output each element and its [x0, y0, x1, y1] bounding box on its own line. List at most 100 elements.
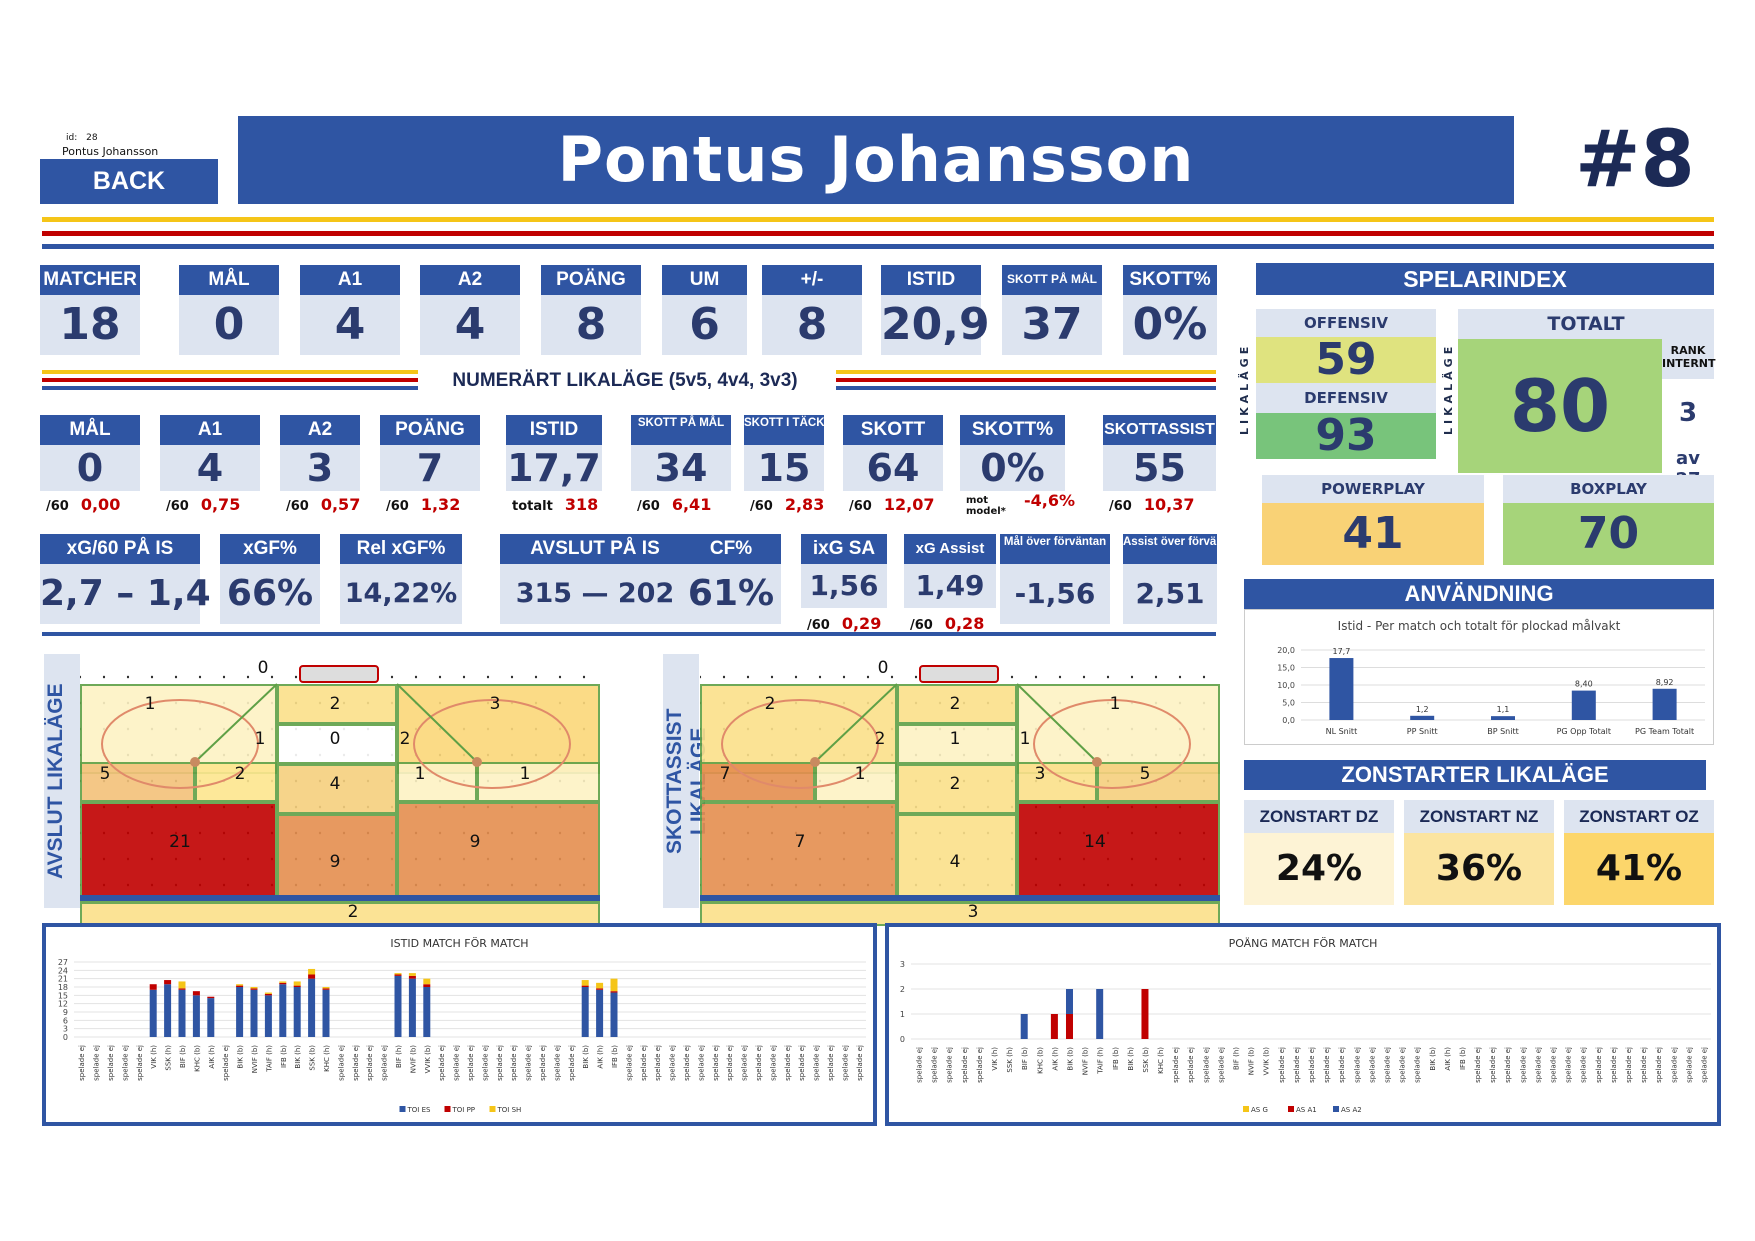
points-chart-category: AIK (h): [1444, 1047, 1452, 1071]
rink-value-z1: 2: [764, 694, 776, 714]
rink-value-z8: 2: [234, 764, 246, 784]
points-chart-category: spelade ej: [1580, 1047, 1588, 1083]
ev-stat-per-label-0: /60: [46, 499, 69, 514]
points-chart-category: spelade ej: [1217, 1047, 1225, 1083]
zone-start-value-1: 36%: [1404, 833, 1554, 905]
ev-stat-per-7: /60 12,07: [849, 495, 934, 514]
toi-chart-category: spelade ej: [525, 1045, 533, 1081]
ev-stat-per-value-9: 10,37: [1143, 495, 1195, 514]
points-chart-category: BIF (h): [1233, 1047, 1241, 1070]
xg-stat-value-0: 2,7 – 1,4: [40, 564, 211, 624]
rink-value-z15: 2: [347, 902, 359, 922]
xg-stat-value-7: -1,56: [1000, 564, 1110, 624]
toi-chart-ytick: 6: [63, 1016, 68, 1025]
rink-zone-z11: [1097, 762, 1220, 802]
points-chart-legend-swatch: [1288, 1106, 1294, 1112]
rink-zone-z2: [897, 684, 1017, 724]
usage-category: BP Snitt: [1487, 727, 1519, 736]
toi-chart-category: AIK (h): [597, 1045, 605, 1069]
defensive-label: DEFENSIV: [1256, 383, 1436, 413]
points-chart-category: SSK (h): [1006, 1047, 1014, 1073]
toi-chart-bar-toi-es: [250, 989, 258, 1037]
points-chart: POÄNG MATCH FÖR MATCH 3 2 1 0 spelade ej spela…: [900, 937, 1711, 1114]
toi-chart-category: spelade ej: [654, 1045, 662, 1081]
faceoff-circle-left: [721, 699, 879, 789]
rink-zone-z9: [897, 764, 1017, 814]
ev-stat-per-label-6: /60: [750, 499, 773, 514]
back-button[interactable]: BACK: [40, 159, 218, 204]
toi-chart-title: ISTID MATCH FÖR MATCH: [390, 937, 528, 950]
top-stat-label-3: A2: [420, 265, 520, 295]
points-chart-box: POÄNG MATCH FÖR MATCH 3 2 1 0 spelade ej spela…: [885, 923, 1721, 1126]
toi-chart-bar-toi-sh: [264, 992, 272, 994]
rink-value-z9: 2: [949, 774, 961, 794]
points-chart-category: spelade ej: [916, 1047, 924, 1083]
points-chart-category: IFB (b): [1112, 1047, 1120, 1070]
points-chart-category: spelade ej: [1519, 1047, 1527, 1083]
usage-bar: [1410, 715, 1435, 720]
top-stat-label-6: +/-: [762, 265, 862, 295]
ev-stat-per-8: mot model* -4,6%: [966, 493, 1075, 518]
faceoff-dot-left: [190, 757, 200, 767]
toi-chart-category: spelade ej: [366, 1045, 374, 1081]
faceoff-circle-right: [1033, 699, 1191, 789]
points-chart-bar-as-a1: [1141, 989, 1149, 1039]
points-chart-category: spelade ej: [931, 1047, 939, 1083]
toi-chart-category: spelade ej: [813, 1045, 821, 1081]
toi-chart-bar-toi-pp: [394, 974, 402, 976]
points-chart-bar-as-a2: [1096, 989, 1104, 1039]
toi-chart-bar-toi-pp: [610, 991, 618, 993]
toi-chart-ytick: 3: [63, 1025, 68, 1034]
faceoff-dot-right: [472, 757, 482, 767]
toi-chart-bar-toi-es: [322, 989, 330, 1037]
toi-chart-bar-toi-pp: [250, 988, 258, 990]
points-chart-category: spelade ej: [1308, 1047, 1316, 1083]
toi-chart-ytick: 0: [63, 1033, 68, 1042]
points-chart-category: NVIF (b): [1248, 1047, 1256, 1076]
top-stat-value-1: 0: [179, 295, 279, 355]
toi-chart-legend-swatch: [489, 1106, 496, 1112]
toi-chart-bar-toi-sh: [423, 978, 431, 985]
toi-chart-bar-toi-es: [164, 984, 172, 1037]
points-chart-category: spelade ej: [1399, 1047, 1407, 1083]
ev-stat-per-1: /60 0,75: [166, 495, 240, 514]
slot-line-left: [194, 683, 278, 763]
toi-chart-bar-toi-pp: [293, 985, 301, 987]
top-stat-label-1: MÅL: [179, 265, 279, 295]
shots-rink: 0 1 2 3 1 0 2 5 2 4 1 1 21 9 9 2: [80, 654, 600, 926]
toi-chart-ytick: 9: [63, 1008, 68, 1017]
toi-chart-category: spelade ej: [481, 1045, 489, 1081]
usage-category: PP Snitt: [1407, 727, 1438, 736]
rink-value-z13: 9: [329, 852, 341, 872]
rink-zone-z10: [1017, 762, 1097, 802]
sec-stripe-r-r: [836, 378, 1216, 382]
id-line: id: 28: [66, 133, 98, 143]
toi-chart-bar-toi-pp: [207, 996, 215, 999]
ev-stat-per-value-3: 1,32: [420, 495, 461, 514]
top-stat-value-0: 18: [40, 295, 140, 355]
section-title: NUMERÄRT LIKALÄGE (5v5, 4v4, 3v3): [452, 370, 798, 391]
rank-label: RANK INTERNT: [1662, 339, 1716, 379]
stripe-red: [42, 231, 1714, 236]
toi-chart-bar-toi-sh: [308, 968, 316, 975]
ev-stat-per-2: /60 0,57: [286, 495, 360, 514]
rink-zone-z10: [397, 762, 477, 802]
rink-zone-z5: [277, 724, 397, 764]
rink-zone-z11: [477, 762, 600, 802]
goal-net: [919, 665, 999, 683]
toi-chart-category: spelade ej: [510, 1045, 518, 1081]
toi-chart-bar-toi-pp: [322, 988, 330, 990]
zone-starts-title: ZONSTARTER LIKALÄGE: [1244, 760, 1706, 790]
ev-stat-label-3: POÄNG: [380, 415, 480, 445]
usage-category: PG Opp Totalt: [1557, 727, 1611, 736]
toi-chart-box: ISTID MATCH FÖR MATCH 27 24 21 18 15 12 9 6 3 0 spe…: [42, 923, 877, 1126]
rink-value-z5: 1: [949, 729, 961, 749]
stripe-navy: [42, 244, 1714, 249]
xg-stat-per-6: /60 0,28: [910, 614, 984, 633]
usage-ytick: 0,0: [1282, 716, 1295, 725]
faceoff-circle-right: [413, 699, 571, 789]
points-chart-category: BIK (h): [1127, 1047, 1135, 1071]
points-chart-category: IFB (b): [1459, 1047, 1467, 1070]
toi-chart-category: spelade ej: [539, 1045, 547, 1081]
ev-stat-per-3: /60 1,32: [386, 495, 460, 514]
